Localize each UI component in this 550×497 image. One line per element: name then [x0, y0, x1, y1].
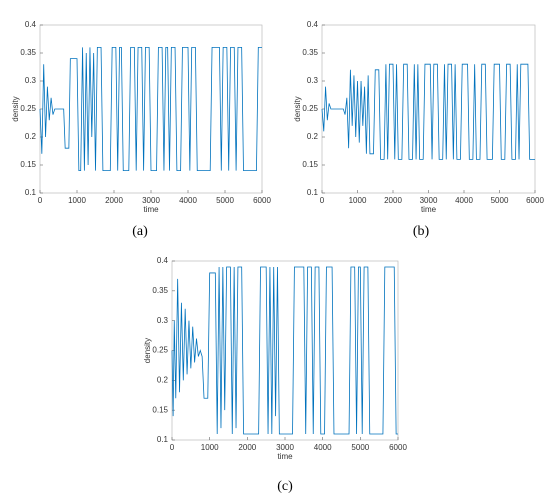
- x-axis-label: time: [143, 205, 159, 214]
- x-tick-label: 6000: [389, 443, 407, 452]
- y-tick-label: 0.35: [302, 48, 318, 57]
- x-axis-label: time: [421, 205, 437, 214]
- x-tick-label: 3000: [276, 443, 294, 452]
- y-tick-label: 0.25: [20, 104, 36, 113]
- caption: (b): [413, 224, 430, 239]
- y-axis-label: density: [143, 338, 152, 363]
- caption: (c): [277, 479, 293, 494]
- x-tick-label: 0: [320, 196, 325, 205]
- y-tick-label: 0.2: [307, 132, 319, 141]
- y-tick-label: 0.3: [307, 76, 319, 85]
- y-tick-label: 0.4: [25, 20, 37, 29]
- x-tick-label: 1000: [201, 443, 219, 452]
- y-tick-label: 0.4: [157, 256, 169, 265]
- y-tick-label: 0.15: [302, 160, 318, 169]
- y-tick-label: 0.1: [307, 188, 319, 197]
- y-tick-label: 0.1: [157, 435, 169, 444]
- y-tick-label: 0.15: [152, 405, 168, 414]
- x-tick-label: 1000: [349, 196, 367, 205]
- y-axis-label: density: [293, 96, 302, 121]
- x-tick-label: 2000: [105, 196, 123, 205]
- x-tick-label: 6000: [526, 196, 544, 205]
- plot-area: [321, 24, 536, 194]
- x-tick-label: 0: [38, 196, 43, 205]
- y-tick-label: 0.25: [302, 104, 318, 113]
- y-tick-label: 0.15: [20, 160, 36, 169]
- y-tick-label: 0.4: [307, 20, 319, 29]
- y-tick-label: 0.3: [25, 76, 37, 85]
- x-tick-label: 5000: [216, 196, 234, 205]
- x-tick-label: 3000: [142, 196, 160, 205]
- x-tick-label: 4000: [314, 443, 332, 452]
- caption: (a): [132, 224, 148, 239]
- x-tick-label: 0: [170, 443, 175, 452]
- y-tick-label: 0.3: [157, 316, 169, 325]
- x-tick-label: 4000: [455, 196, 473, 205]
- x-axis-label: time: [277, 452, 293, 461]
- x-tick-label: 2000: [384, 196, 402, 205]
- y-axis-label: density: [11, 96, 20, 121]
- x-tick-label: 2000: [238, 443, 256, 452]
- y-tick-label: 0.35: [152, 286, 168, 295]
- x-tick-label: 3000: [420, 196, 438, 205]
- y-tick-label: 0.2: [25, 132, 37, 141]
- y-tick-label: 0.25: [152, 346, 168, 355]
- x-tick-label: 1000: [68, 196, 86, 205]
- y-tick-label: 0.2: [157, 375, 169, 384]
- x-tick-label: 5000: [351, 443, 369, 452]
- x-tick-label: 6000: [253, 196, 271, 205]
- data-line: [171, 266, 398, 435]
- x-tick-label: 5000: [491, 196, 509, 205]
- x-tick-label: 4000: [179, 196, 197, 205]
- data-line: [39, 47, 262, 171]
- data-line: [321, 63, 535, 160]
- y-tick-label: 0.1: [25, 188, 37, 197]
- y-tick-label: 0.35: [20, 48, 36, 57]
